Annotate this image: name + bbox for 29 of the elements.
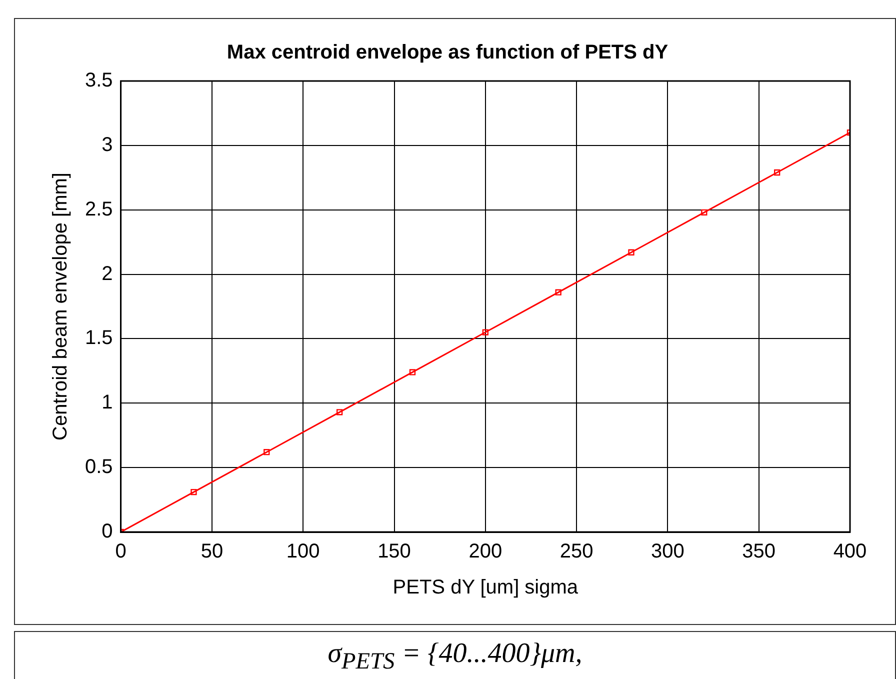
y-tick-label: 2.5 xyxy=(84,198,113,220)
y-tick-label: 3 xyxy=(102,134,113,156)
x-tick-label: 300 xyxy=(651,540,684,563)
point xyxy=(190,488,197,496)
x-tick-label: 400 xyxy=(833,540,867,563)
x-tick-label: 200 xyxy=(468,540,502,563)
x-tick-label: 100 xyxy=(286,540,320,563)
x-tick-label: 50 xyxy=(200,540,224,563)
point xyxy=(701,209,708,216)
point xyxy=(774,169,780,176)
point xyxy=(409,369,416,376)
point xyxy=(482,329,488,336)
y-tick-label: 1.5 xyxy=(84,327,113,350)
chart-title: Max centroid envelope as function of PETS dY xyxy=(226,42,669,64)
point xyxy=(555,289,562,296)
y-tick-label: 3.5 xyxy=(84,70,113,92)
x-tick-label: 250 xyxy=(560,540,594,563)
text: σ$_{PETS}$ = {40...400}μm, xyxy=(15,632,895,679)
y-tick-label: 0.5 xyxy=(84,456,113,478)
y-axis-title: Centroid beam envelope [mm] xyxy=(50,172,72,440)
y-tick-label: 1 xyxy=(102,392,113,414)
point xyxy=(264,449,270,456)
y-tick-label: 0 xyxy=(102,520,113,543)
y-tick-label: 2 xyxy=(102,262,113,285)
point xyxy=(628,249,634,256)
x-tick-label: 150 xyxy=(378,540,411,563)
point xyxy=(336,409,343,416)
x-tick-label: 350 xyxy=(742,540,776,563)
x-axis-title: PETS dY [um] sigma xyxy=(392,576,579,599)
